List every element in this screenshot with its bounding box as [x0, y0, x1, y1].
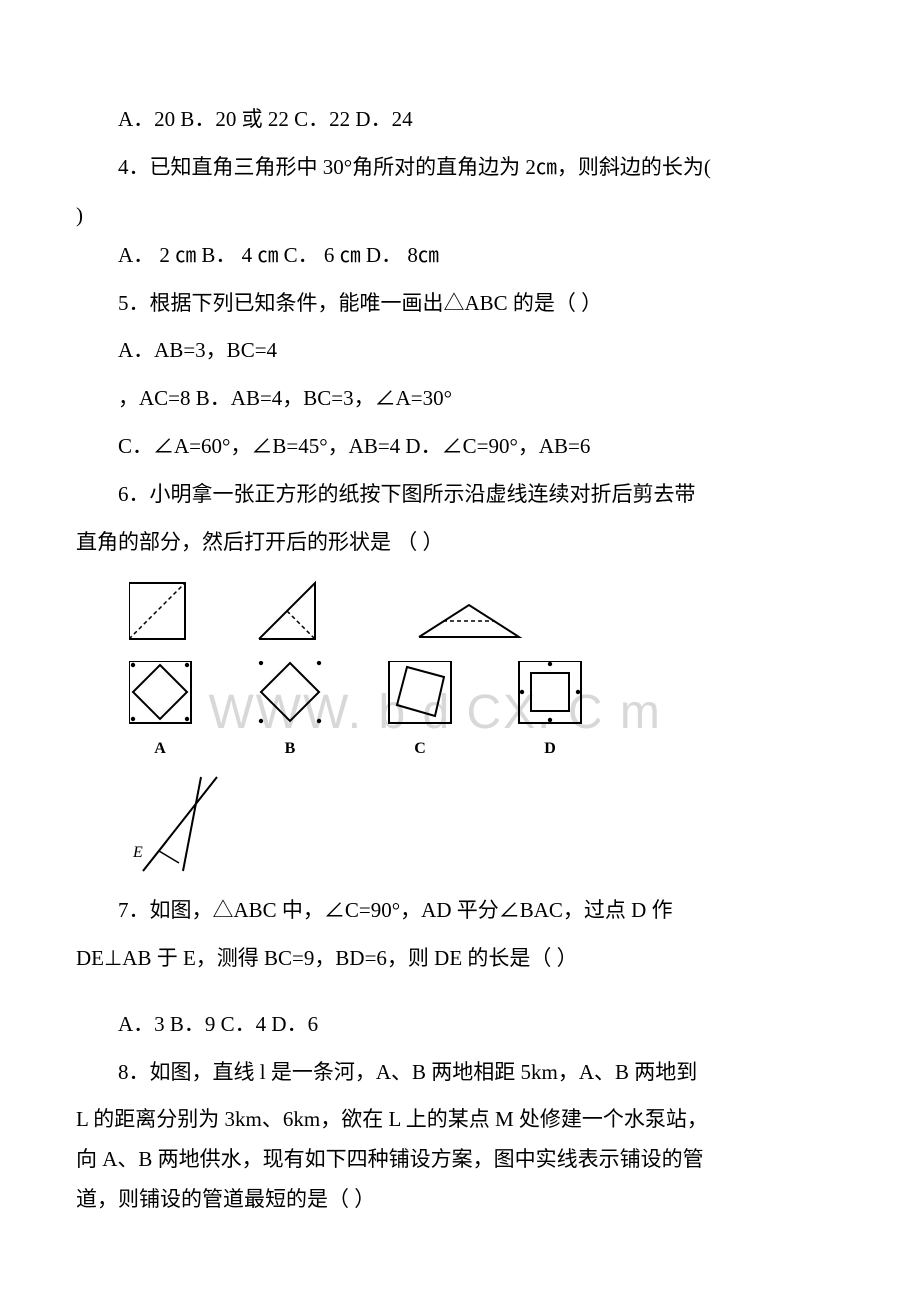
- q8-stem-line2: L 的距离分别为 3km、6km，欲在 L 上的某点 M 处修建一个水泵站，: [76, 1100, 844, 1140]
- q5-opt-cd: C．∠A=60°，∠B=45°，AB=4 D．∠C=90°，AB=6: [76, 427, 844, 467]
- q5-opt-b: ，AC=8 B．AB=4，BC=3，∠A=30°: [76, 379, 844, 419]
- q6-stem-line2: 直角的部分，然后打开后的形状是 （ ）: [76, 523, 844, 563]
- q8-stem-line1: 8．如图，直线 l 是一条河，A、B 两地相距 5km，A、B 两地到: [76, 1053, 844, 1093]
- q6-stem-line1: 6．小明拿一张正方形的纸按下图所示沿虚线连续对折后剪去带: [76, 475, 844, 515]
- q8-stem-line4: 道，则铺设的管道最短的是（ ）: [76, 1180, 844, 1220]
- q7-label-e: E: [132, 844, 143, 861]
- q7-stem-line1: 7．如图，△ABC 中，∠C=90°，AD 平分∠BAC，过点 D 作: [76, 891, 844, 931]
- q7-options: A．3 B．9 C．4 D．6: [76, 1005, 844, 1045]
- q6-label-c: C: [414, 740, 426, 757]
- q5-stem: 5．根据下列已知条件，能唯一画出△ABC 的是（ ）: [76, 284, 844, 324]
- q6-choices-svg: A B C: [129, 661, 649, 761]
- q4-stem-line1: 4．已知直角三角形中 30°角所对的直角边为 2㎝，则斜边的长为(: [76, 148, 844, 188]
- q4-stem-line2: ): [76, 196, 844, 236]
- q5-opt-a: A．AB=3，BC=4: [76, 331, 844, 371]
- q6-fold-row: [129, 573, 845, 651]
- q6-choices-row: WWW. b d CX. C m A B: [129, 661, 845, 761]
- q6-label-b: B: [284, 740, 295, 757]
- q8-stem-line3: 向 A、B 两地供水，现有如下四种铺设方案，图中实线表示铺设的管: [76, 1140, 844, 1180]
- q6-fold-svg: [129, 573, 559, 651]
- q7-figure: E: [129, 771, 845, 881]
- q7-figure-svg: E: [129, 771, 239, 881]
- q4-options: A． 2 ㎝ B． 4 ㎝ C． 6 ㎝ D． 8㎝: [76, 236, 844, 276]
- q6-label-d: D: [544, 740, 556, 757]
- q7-stem-line2: DE⊥AB 于 E，测得 BC=9，BD=6，则 DE 的长是（ ）: [76, 939, 844, 979]
- q6-label-a: A: [154, 740, 166, 757]
- q3-options: A．20 B．20 或 22 C．22 D．24: [76, 100, 844, 140]
